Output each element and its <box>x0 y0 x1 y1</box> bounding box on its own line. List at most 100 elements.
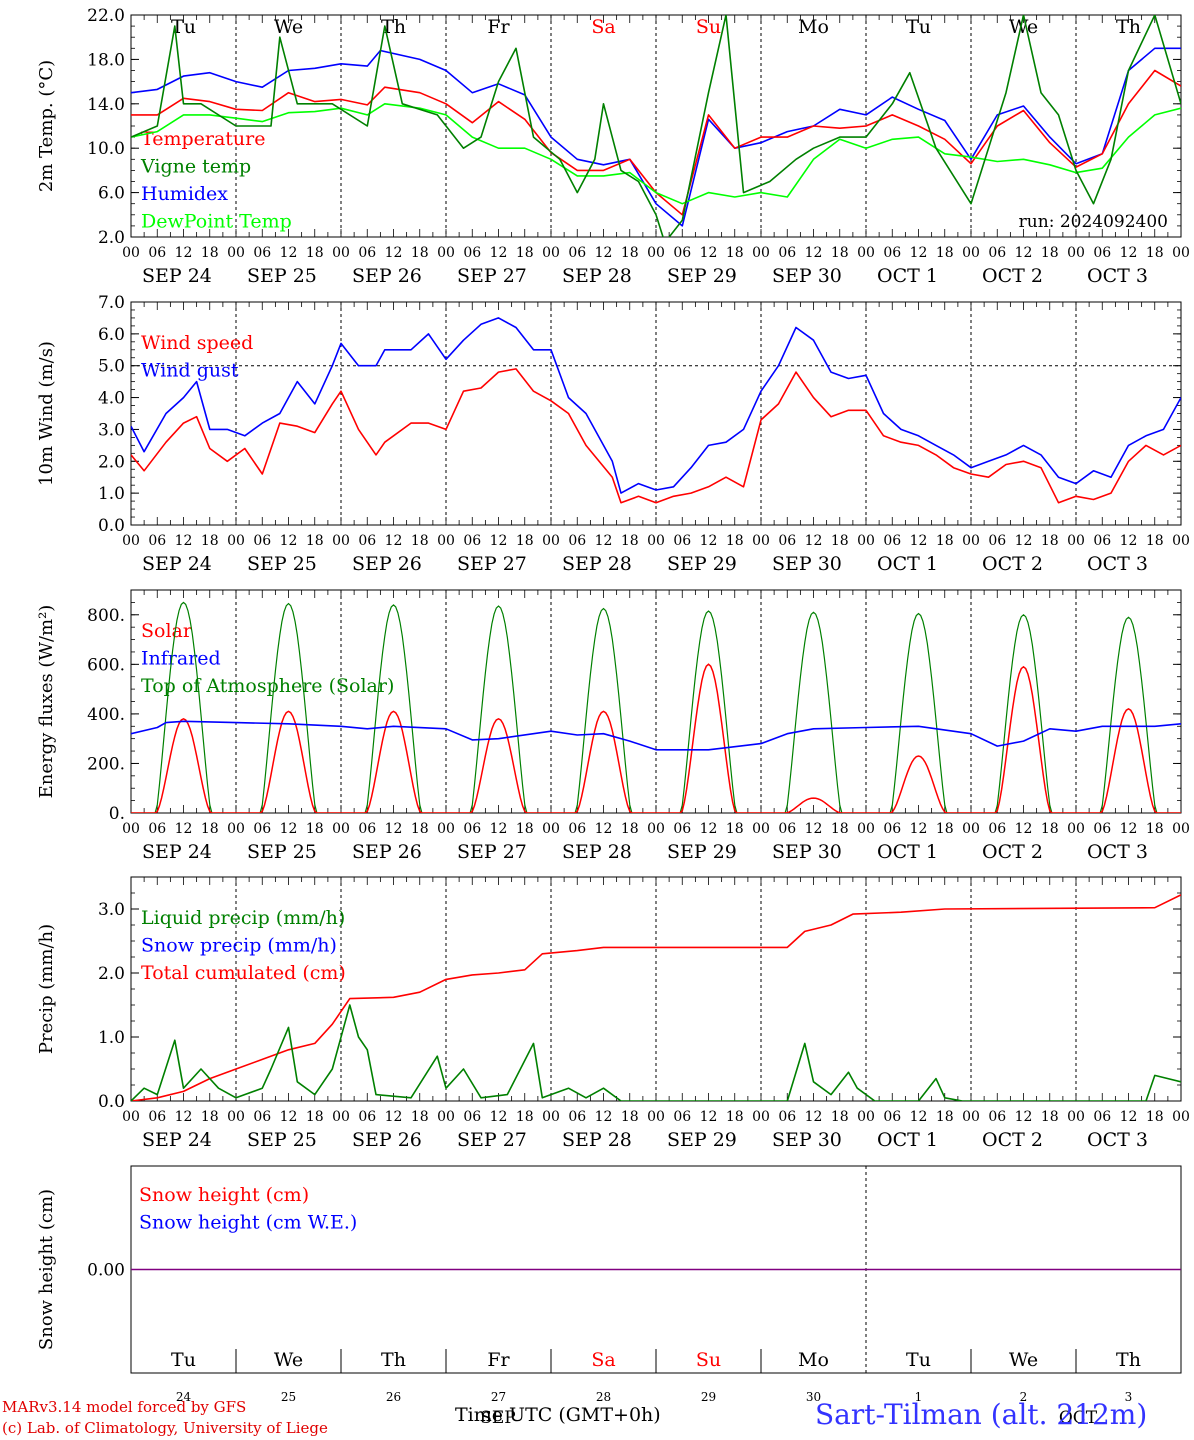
legend-entry: Vigne temp <box>140 156 251 178</box>
hour-tick-label: 00 <box>122 245 140 261</box>
hour-tick-label: 12 <box>700 533 718 549</box>
legend-entry: Humidex <box>141 183 228 205</box>
hour-tick-label: 12 <box>1015 821 1033 837</box>
hour-tick-label: 18 <box>936 533 954 549</box>
hour-tick-label: 06 <box>1093 245 1111 261</box>
y-tick-label: 22.0 <box>87 6 125 26</box>
y-tick-label: 600. <box>87 655 125 675</box>
legend-entry: Liquid precip (mm/h) <box>141 907 345 929</box>
hour-tick-label: 18 <box>1041 1109 1059 1125</box>
y-tick-label: 10.0 <box>87 139 125 159</box>
hour-tick-label: 12 <box>175 245 193 261</box>
hour-tick-label: 00 <box>647 533 665 549</box>
date-label: SEP 26 <box>352 841 422 863</box>
hour-tick-label: 12 <box>805 1109 823 1125</box>
weekday-label: We <box>274 16 303 38</box>
hour-tick-label: 00 <box>542 1109 560 1125</box>
hour-tick-label: 00 <box>752 821 770 837</box>
hour-tick-label: 12 <box>280 1109 298 1125</box>
bottom-day-number: 26 <box>386 1390 401 1404</box>
hour-tick-label: 06 <box>1093 1109 1111 1125</box>
hour-tick-label: 18 <box>831 821 849 837</box>
hour-tick-label: 00 <box>542 821 560 837</box>
date-label: SEP 27 <box>457 1129 527 1151</box>
hour-tick-label: 12 <box>910 533 928 549</box>
hour-tick-label: 00 <box>752 1109 770 1125</box>
date-label: SEP 28 <box>562 265 632 287</box>
hour-tick-label: 00 <box>1067 821 1085 837</box>
date-label: OCT 1 <box>877 1129 938 1151</box>
y-tick-label: 6.0 <box>98 184 125 204</box>
weekday-label: We <box>1009 16 1038 38</box>
hour-tick-label: 06 <box>358 533 376 549</box>
legend-entry: Snow precip (mm/h) <box>141 935 337 957</box>
date-label: SEP 28 <box>562 1129 632 1151</box>
station-name: Sart-Tilman (alt. 212m) <box>815 1398 1148 1431</box>
hour-tick-label: 12 <box>385 533 403 549</box>
hour-tick-label: 00 <box>227 821 245 837</box>
date-label: OCT 2 <box>982 841 1043 863</box>
hour-tick-label: 12 <box>490 821 508 837</box>
hour-tick-label: 06 <box>463 821 481 837</box>
hour-tick-label: 12 <box>490 1109 508 1125</box>
hour-tick-label: 18 <box>1146 1109 1164 1125</box>
bottom-weekday-label: Th <box>1116 1349 1141 1371</box>
hour-tick-label: 18 <box>726 245 744 261</box>
legend-entry: Solar <box>141 620 193 642</box>
y-tick-label: 1.0 <box>98 484 125 504</box>
hour-tick-label: 06 <box>778 245 796 261</box>
hour-tick-label: 00 <box>962 533 980 549</box>
bottom-weekday-label: Th <box>381 1349 406 1371</box>
hour-tick-label: 00 <box>857 245 875 261</box>
hour-tick-label: 00 <box>437 1109 455 1125</box>
hour-tick-label: 12 <box>280 821 298 837</box>
hour-tick-label: 12 <box>1015 533 1033 549</box>
bottom-month-label: SEP <box>480 1408 516 1428</box>
y-tick-label: 2.0 <box>98 964 125 984</box>
hour-tick-label: 06 <box>673 821 691 837</box>
y-tick-label: 2.0 <box>98 228 125 248</box>
weekday-label: Th <box>1116 16 1141 38</box>
hour-tick-label: 06 <box>673 1109 691 1125</box>
hour-tick-label: 18 <box>726 533 744 549</box>
legend-entry: Temperature <box>141 128 265 150</box>
date-label: SEP 30 <box>772 265 842 287</box>
legend-entry: Wind speed <box>141 332 253 354</box>
hour-tick-label: 00 <box>332 1109 350 1125</box>
hour-tick-label: 06 <box>253 821 271 837</box>
date-label: SEP 30 <box>772 841 842 863</box>
hour-tick-label: 00 <box>437 245 455 261</box>
hour-tick-label: 18 <box>621 533 639 549</box>
hour-tick-label: 00 <box>227 533 245 549</box>
hour-tick-label: 18 <box>621 1109 639 1125</box>
hour-tick-label: 06 <box>253 245 271 261</box>
bottom-day-number: 28 <box>596 1390 611 1404</box>
panel-3: 0. 200. 400. 600. 800. Energy fluxes (W/m²) 00… <box>36 589 1190 863</box>
hour-tick-label: 12 <box>805 533 823 549</box>
hour-tick-label: 06 <box>778 533 796 549</box>
hour-tick-label: 12 <box>1120 821 1138 837</box>
bottom-day-number: 2 <box>1020 1390 1028 1404</box>
bottom-day-number: 1 <box>915 1390 923 1404</box>
y-tick-label: 400. <box>87 705 125 725</box>
y-tick-label: 3.0 <box>98 900 125 920</box>
hour-tick-label: 00 <box>857 533 875 549</box>
hour-tick-label: 00 <box>227 1109 245 1125</box>
hour-tick-label: 18 <box>201 533 219 549</box>
hour-tick-label: 06 <box>568 245 586 261</box>
hour-tick-label: 18 <box>306 1109 324 1125</box>
hour-tick-label: 12 <box>175 533 193 549</box>
hour-tick-label: 18 <box>621 821 639 837</box>
panel-2: 0.0 1.0 2.0 3.0 4.0 5.0 6.0 7.0 10m Wind (m/s) 00… <box>36 293 1190 575</box>
series-group <box>131 601 1181 813</box>
legend-entry: Infrared <box>141 648 221 670</box>
lab-credit: (c) Lab. of Climatology, University of L… <box>2 1419 328 1437</box>
hour-tick-label: 06 <box>148 245 166 261</box>
hour-tick-label: 12 <box>490 245 508 261</box>
legend-entry: Total cumulated (cm) <box>141 962 346 984</box>
hour-tick-label: 18 <box>831 533 849 549</box>
y-tick-label: 800. <box>87 606 125 626</box>
hour-tick-label: 00 <box>962 245 980 261</box>
legend-entry: Wind gust <box>141 360 239 382</box>
series-group <box>131 15 1181 237</box>
